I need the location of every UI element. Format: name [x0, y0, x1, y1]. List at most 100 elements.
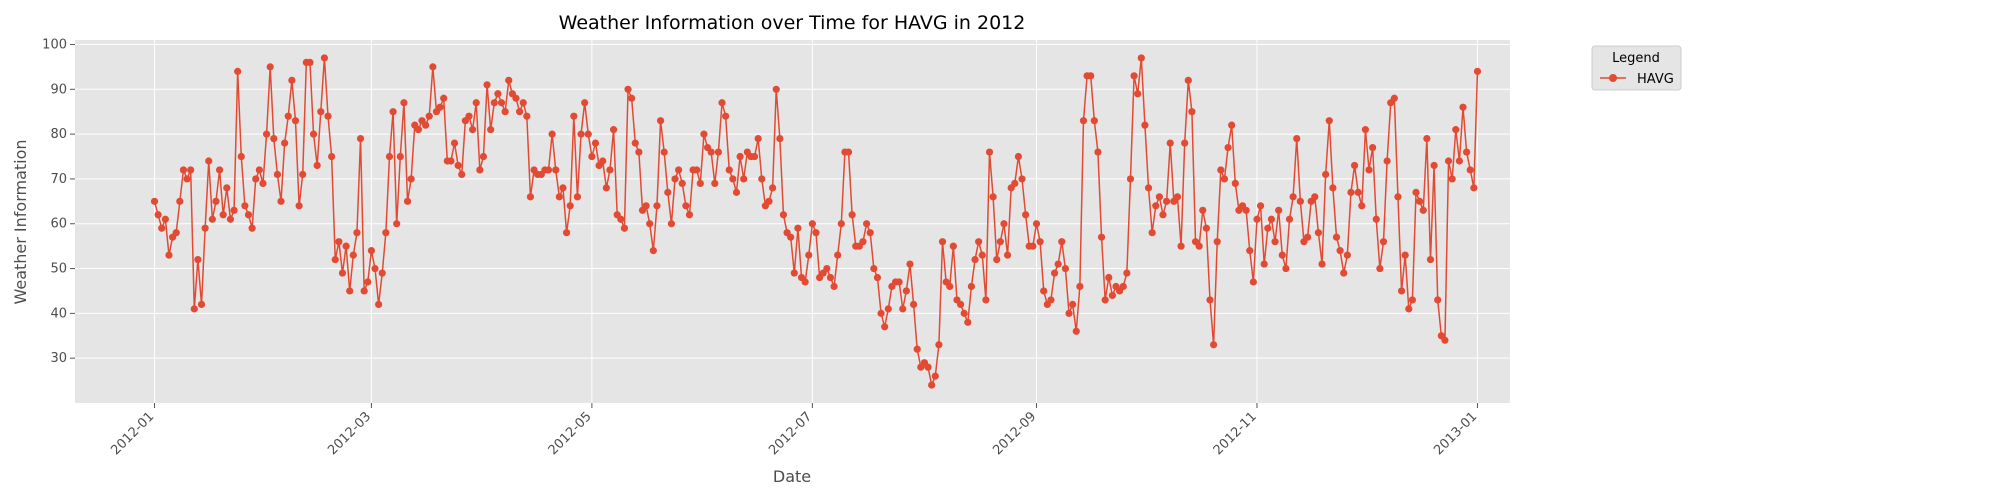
data-point — [573, 193, 582, 201]
y-tick-label: 90 — [50, 82, 67, 97]
data-point — [429, 63, 437, 71]
data-point — [736, 152, 744, 161]
data-point — [772, 85, 780, 93]
legend: Legend HAVG — [1591, 45, 1682, 91]
data-point — [512, 94, 520, 102]
data-point — [693, 166, 701, 174]
data-point — [364, 278, 372, 286]
data-point — [570, 112, 578, 120]
data-point — [1256, 202, 1265, 210]
data-point — [812, 229, 820, 237]
data-point — [863, 220, 871, 228]
data-point — [584, 130, 592, 138]
data-point — [1267, 215, 1276, 223]
data-point — [960, 309, 968, 317]
data-point — [1094, 148, 1102, 156]
data-point — [360, 287, 368, 295]
data-point — [1365, 166, 1373, 174]
data-point — [1329, 184, 1337, 192]
data-point — [646, 220, 654, 228]
data-point — [1072, 327, 1080, 335]
data-point — [1014, 152, 1023, 161]
data-point — [899, 305, 907, 313]
data-point — [671, 175, 679, 183]
data-point — [501, 108, 509, 116]
data-point — [566, 202, 574, 210]
data-point — [895, 278, 903, 286]
data-point — [436, 103, 444, 111]
data-point — [382, 229, 390, 237]
data-point — [150, 197, 159, 205]
data-point — [552, 166, 560, 174]
data-point — [707, 148, 715, 156]
data-point — [776, 134, 784, 143]
data-point — [440, 94, 448, 102]
data-point — [465, 112, 473, 120]
data-point — [497, 99, 506, 107]
data-point — [277, 197, 285, 205]
data-point — [505, 76, 513, 84]
data-point — [1466, 166, 1474, 174]
data-point — [1242, 206, 1250, 214]
data-point — [1332, 233, 1341, 241]
data-point — [414, 126, 422, 134]
data-point — [823, 264, 831, 273]
data-point — [830, 282, 838, 291]
data-point — [1184, 76, 1192, 84]
y-tick-label: 50 — [50, 262, 67, 277]
chart-title: Weather Information over Time for HAVG i… — [559, 12, 1026, 34]
data-point — [403, 197, 412, 205]
data-point — [244, 211, 253, 219]
data-point — [993, 255, 1001, 264]
data-point — [234, 67, 242, 75]
data-point — [946, 282, 954, 291]
data-point — [1003, 251, 1012, 259]
data-point — [1163, 197, 1171, 205]
data-point — [176, 197, 184, 205]
data-point — [469, 126, 477, 134]
data-point — [848, 211, 856, 219]
data-point — [1188, 108, 1196, 116]
data-point — [328, 152, 336, 161]
x-tick-label: 2012-11 — [1211, 409, 1260, 458]
x-axis-label: Date — [773, 467, 811, 486]
data-point — [1394, 193, 1402, 201]
data-point — [335, 238, 343, 246]
data-point — [1249, 278, 1257, 286]
data-point — [1336, 247, 1344, 255]
data-point — [458, 170, 466, 179]
data-point — [1119, 282, 1127, 291]
data-point — [367, 247, 375, 255]
data-point — [389, 108, 397, 116]
data-point — [1069, 300, 1077, 309]
data-point — [212, 197, 220, 205]
data-point — [1101, 296, 1109, 304]
data-point — [393, 220, 401, 228]
data-point — [1405, 305, 1413, 313]
data-point — [656, 117, 665, 125]
data-point — [1036, 238, 1044, 246]
data-point — [740, 175, 748, 183]
data-point — [270, 134, 278, 143]
data-point — [1350, 161, 1359, 170]
data-point — [975, 238, 983, 246]
data-point — [324, 112, 332, 120]
data-point — [1050, 269, 1059, 277]
legend-label: HAVG — [1637, 72, 1674, 87]
data-point — [826, 273, 835, 282]
data-point — [1040, 287, 1048, 295]
data-point — [787, 233, 795, 241]
data-point — [190, 305, 198, 313]
data-point — [519, 99, 527, 107]
data-point — [1372, 215, 1380, 223]
data-point — [617, 215, 625, 223]
data-point — [1210, 341, 1218, 349]
data-point — [1166, 139, 1174, 147]
data-point — [1347, 188, 1355, 196]
data-point — [624, 85, 632, 93]
data-point — [779, 211, 788, 219]
data-point — [1123, 269, 1131, 277]
data-point — [949, 242, 957, 250]
data-point — [985, 148, 994, 156]
